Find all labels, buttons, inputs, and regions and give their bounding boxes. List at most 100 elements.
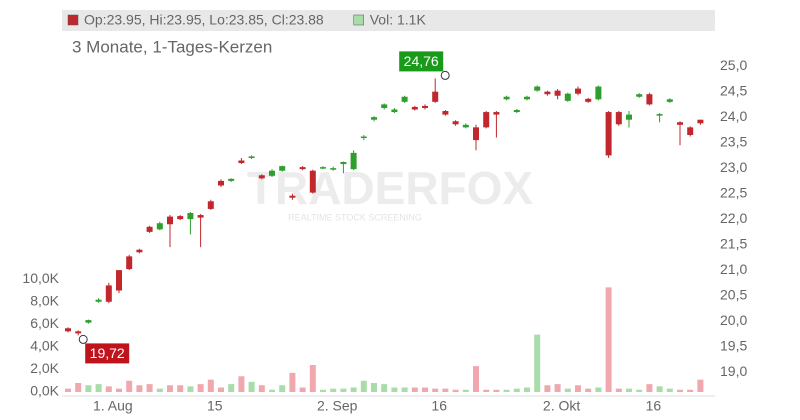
volume-bar bbox=[585, 388, 592, 392]
volume-bar bbox=[156, 388, 163, 392]
volume-bar bbox=[544, 385, 551, 392]
x-tick-label: 2. Okt bbox=[543, 398, 580, 414]
volume-bar bbox=[422, 387, 428, 392]
y2-tick-label: 2,0K bbox=[30, 360, 59, 376]
y-tick-label: 21,0 bbox=[720, 261, 747, 277]
y-tick-label: 22,5 bbox=[720, 184, 747, 200]
volume-bar bbox=[75, 383, 82, 392]
volume-bar bbox=[401, 387, 408, 392]
candle-body bbox=[238, 160, 245, 164]
legend-swatch bbox=[353, 14, 364, 26]
candle-body bbox=[605, 112, 612, 156]
volume-bar bbox=[462, 389, 469, 392]
candle-body bbox=[585, 98, 592, 102]
candle-body bbox=[575, 88, 581, 94]
volume-bar bbox=[105, 386, 112, 392]
volume-bar bbox=[452, 389, 459, 392]
y2-tick-label: 0,0K bbox=[30, 383, 59, 399]
volume-bar bbox=[279, 385, 286, 392]
volume-bar bbox=[248, 381, 255, 392]
candle-body bbox=[156, 223, 163, 230]
volume-bar bbox=[330, 388, 337, 392]
candle-body bbox=[381, 104, 388, 108]
volume-bar bbox=[411, 387, 418, 392]
x-tick-label: 2. Sep bbox=[317, 398, 358, 414]
candle-body bbox=[330, 168, 337, 170]
y2-tick-label: 10,0K bbox=[22, 270, 59, 286]
volume-bar bbox=[656, 386, 663, 392]
candle-body bbox=[615, 112, 622, 125]
volume-bar bbox=[615, 388, 622, 392]
volume-bar bbox=[187, 386, 194, 392]
candle-body bbox=[75, 331, 82, 334]
watermark-sub: REALTIME STOCK SCREENING bbox=[288, 212, 422, 222]
volume-bar bbox=[687, 389, 694, 392]
candle-body bbox=[646, 94, 653, 105]
candle-body bbox=[544, 91, 551, 95]
y2-tick-label: 4,0K bbox=[30, 338, 59, 354]
candle-body bbox=[554, 90, 561, 96]
candle-body bbox=[218, 180, 224, 186]
candle-body bbox=[340, 162, 347, 165]
y-tick-label: 19,0 bbox=[720, 363, 747, 379]
annotation-marker bbox=[440, 70, 450, 80]
volume-bar bbox=[626, 388, 632, 392]
volume-bar bbox=[309, 365, 316, 392]
x-tick-label: 16 bbox=[646, 398, 662, 414]
subtitle: 3 Monate, 1-Tages-Kerzen bbox=[72, 37, 272, 56]
annotation-label: 19,72 bbox=[90, 345, 125, 361]
candle-body bbox=[126, 256, 133, 270]
candle-body bbox=[299, 167, 306, 170]
volume-bar bbox=[666, 388, 673, 392]
volume-bar bbox=[238, 376, 245, 392]
volume-bar bbox=[218, 387, 224, 392]
candle-body bbox=[422, 105, 428, 108]
candle-body bbox=[85, 320, 92, 323]
volume-bar bbox=[65, 388, 71, 392]
y-tick-label: 23,0 bbox=[720, 159, 747, 175]
candle-body bbox=[677, 122, 683, 125]
candle-body bbox=[411, 106, 418, 110]
candle-body bbox=[207, 201, 214, 209]
candle-body bbox=[269, 170, 275, 176]
candle-body bbox=[309, 170, 316, 193]
volume-bar bbox=[228, 384, 235, 392]
legend-label: Op:23.95, Hi:23.95, Lo:23.85, Cl:23.88 bbox=[84, 12, 324, 28]
candle-body bbox=[442, 111, 449, 115]
volume-bar bbox=[442, 388, 449, 392]
candle-body bbox=[513, 110, 520, 113]
volume-bar bbox=[473, 366, 479, 392]
volume-bar bbox=[360, 380, 367, 392]
legend-label: Vol: 1.1K bbox=[370, 12, 427, 28]
volume-bar bbox=[391, 387, 398, 392]
candle-body bbox=[493, 112, 500, 115]
volume-bar bbox=[513, 388, 520, 392]
volume-bar bbox=[269, 389, 275, 392]
volume-bar bbox=[564, 388, 571, 392]
volume-bar bbox=[167, 385, 173, 392]
annotation-box bbox=[399, 51, 444, 72]
candle-body bbox=[360, 136, 367, 139]
candle-body bbox=[248, 156, 255, 158]
watermark: TRADERFOX bbox=[247, 162, 534, 214]
volume-bar bbox=[554, 384, 561, 392]
volume-bar bbox=[258, 385, 265, 392]
candle-body bbox=[626, 114, 632, 120]
candle-body bbox=[636, 94, 643, 97]
candle-body bbox=[350, 152, 357, 170]
x-tick-label: 1. Aug bbox=[93, 398, 133, 414]
x-tick-label: 15 bbox=[207, 398, 223, 414]
candle-body bbox=[452, 121, 459, 125]
candle-body bbox=[177, 216, 184, 220]
volume-bar bbox=[95, 384, 102, 392]
candle-body bbox=[105, 285, 112, 302]
candle-body bbox=[279, 166, 286, 171]
y-tick-label: 24,5 bbox=[720, 82, 747, 98]
volume-bar bbox=[697, 379, 704, 392]
candle-body bbox=[146, 226, 153, 232]
candle-body bbox=[95, 299, 102, 302]
volume-bar bbox=[289, 372, 296, 392]
candle-body bbox=[187, 213, 194, 220]
volume-bar bbox=[320, 389, 326, 392]
